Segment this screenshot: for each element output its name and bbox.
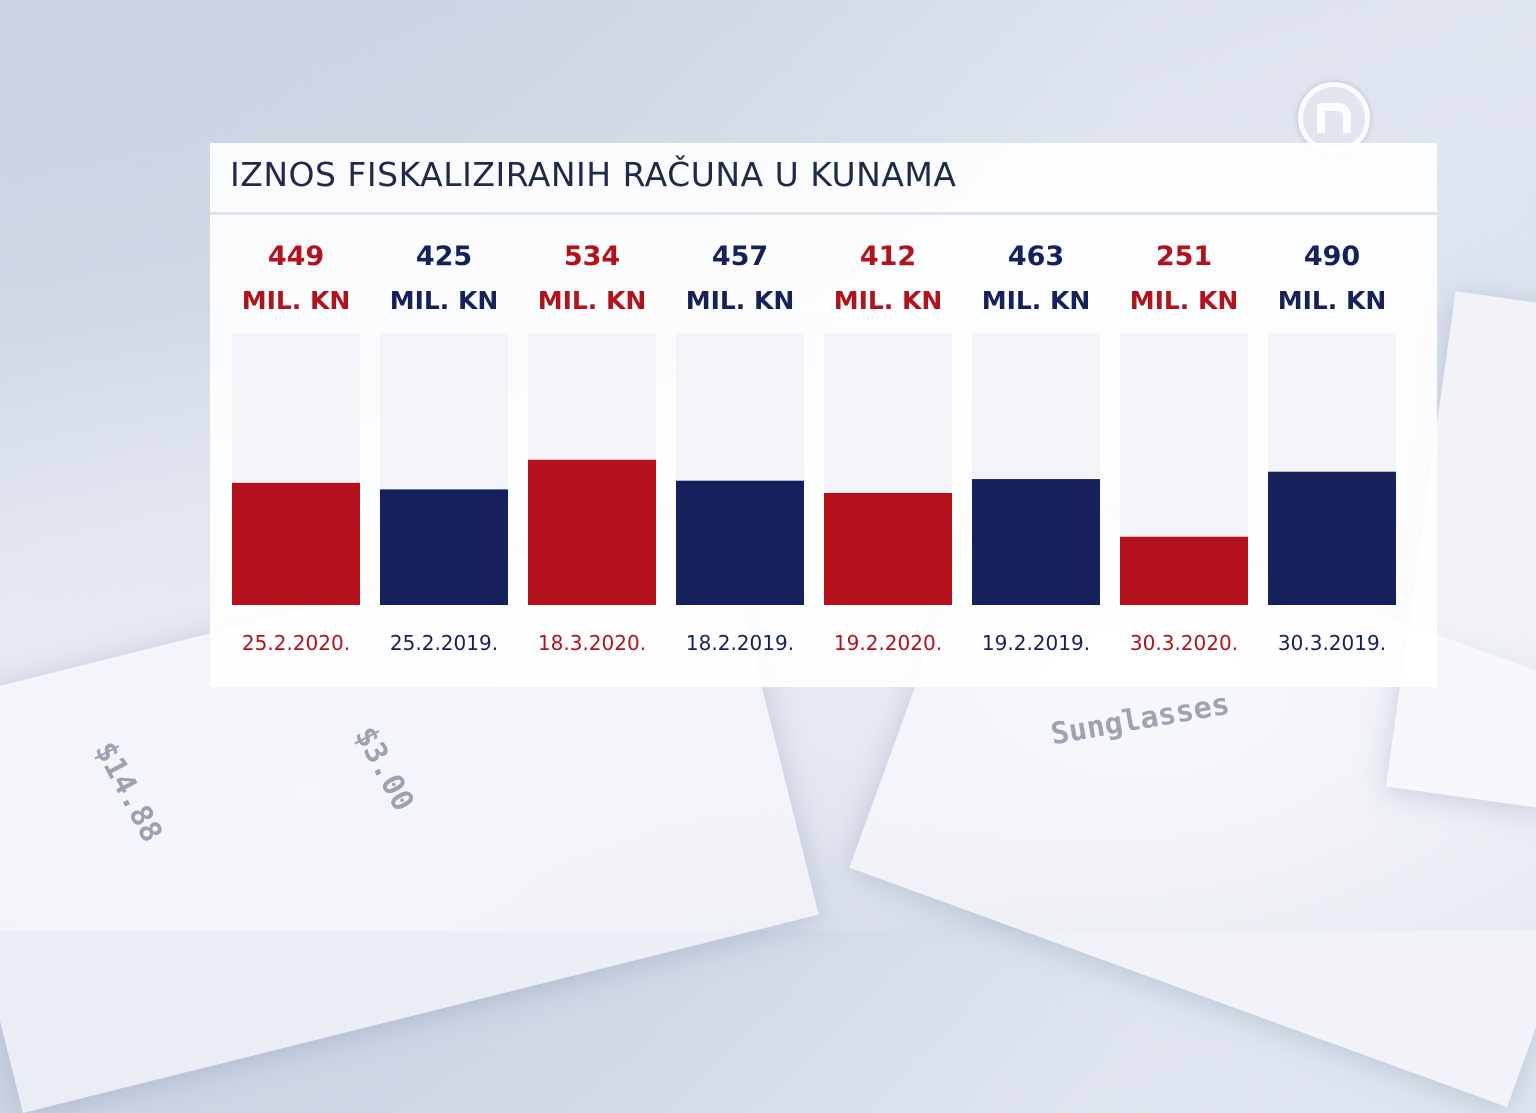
x-tick-label: 25.2.2019.: [390, 631, 498, 655]
data-label-value: 251: [1156, 241, 1212, 272]
title-divider: [210, 212, 1437, 215]
data-label-value: 425: [416, 241, 472, 272]
bar: [380, 489, 508, 605]
bar: [824, 492, 952, 605]
bar-chart: 449 MIL. KN 25.2.2020. 425 MIL. KN 25.2.2019.…: [232, 241, 1396, 655]
bar: [1268, 471, 1396, 605]
data-label-unit: MIL. KN: [982, 286, 1091, 315]
data-label-value: 449: [268, 241, 324, 272]
data-label-value: 457: [712, 241, 768, 272]
data-label-unit: MIL. KN: [390, 286, 499, 315]
data-label-value: 412: [860, 241, 916, 272]
bar: [972, 479, 1100, 605]
data-label-unit: MIL. KN: [538, 286, 647, 315]
bar: [1120, 536, 1248, 605]
bar: [528, 459, 656, 605]
x-tick-label: 18.2.2019.: [686, 631, 794, 655]
data-label-unit: MIL. KN: [242, 286, 351, 315]
data-label-value: 534: [564, 241, 620, 272]
bar: [676, 480, 804, 605]
bar: [232, 482, 360, 605]
x-tick-label: 19.2.2020.: [834, 631, 942, 655]
data-label-value: 490: [1304, 241, 1360, 272]
x-tick-label: 30.3.2020.: [1130, 631, 1238, 655]
data-label-value: 463: [1008, 241, 1064, 272]
x-tick-label: 19.2.2019.: [982, 631, 1090, 655]
data-label-unit: MIL. KN: [1130, 286, 1239, 315]
data-label-unit: MIL. KN: [834, 286, 943, 315]
x-tick-label: 30.3.2019.: [1278, 631, 1386, 655]
chart-title: IZNOS FISKALIZIRANIH RAČUNA U KUNAMA: [230, 155, 957, 194]
x-tick-label: 25.2.2020.: [242, 631, 350, 655]
x-tick-label: 18.3.2020.: [538, 631, 646, 655]
chart-panel: IZNOS FISKALIZIRANIH RAČUNA U KUNAMA 449…: [210, 143, 1437, 687]
data-label-unit: MIL. KN: [686, 286, 795, 315]
data-label-unit: MIL. KN: [1278, 286, 1387, 315]
